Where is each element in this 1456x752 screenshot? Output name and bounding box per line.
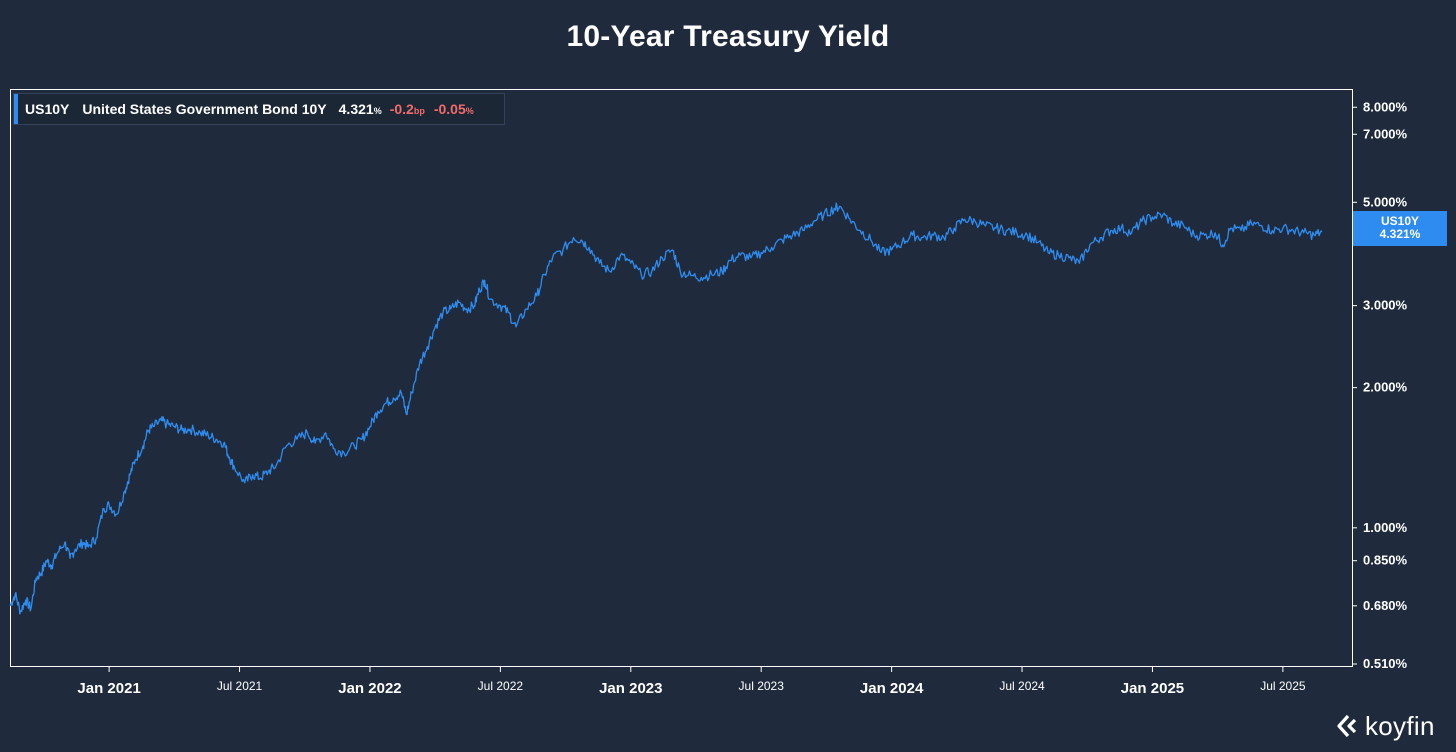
x-tick-label-9: Jul 2025 [1260,679,1306,693]
last-price-value: 4.321% [1379,227,1421,241]
legend-change-bp-number: -0.2 [389,101,414,117]
y-tick-label-2: 5.000% [1363,194,1408,209]
x-tick-label-6: Jan 2024 [860,680,924,697]
x-tick-label-4: Jan 2023 [599,680,662,697]
legend-value: 4.321% [339,101,382,117]
legend-pct-unit: % [465,106,474,116]
legend-change-pct-number: -0.05 [433,101,466,117]
brand-name: koyfin [1365,710,1435,741]
x-tick-label-8: Jan 2025 [1121,680,1184,697]
brand-logo: koyfin [1337,708,1435,744]
y-tick-label-4: 2.000% [1363,380,1408,395]
x-tick-label-3: Jul 2022 [478,679,524,693]
legend-ticker: US10Y [25,101,70,117]
legend-change-pct: -0.05% [434,101,474,117]
y-tick-label-7: 0.680% [1363,598,1408,613]
y-tick-label-5: 1.000% [1363,520,1408,535]
legend-bp-unit: bp [413,106,425,116]
x-tick-label-2: Jan 2022 [338,680,401,697]
legend-box[interactable]: US10Y United States Government Bond 10Y … [13,93,505,125]
legend-series-name: United States Government Bond 10Y [82,101,327,117]
legend-value-number: 4.321 [338,101,374,117]
y-tick-label-0: 8.000% [1363,99,1408,114]
y-tick-label-6: 0.850% [1363,553,1408,568]
chart-title: 10-Year Treasury Yield [566,20,890,53]
last-price-ticker: US10Y [1380,214,1420,228]
y-tick-label-8: 0.510% [1363,656,1408,671]
y-tick-label-1: 7.000% [1363,126,1408,141]
legend-change-bp: -0.2bp [390,101,425,117]
x-tick-label-7: Jul 2024 [999,679,1045,693]
x-tick-label-5: Jul 2023 [739,679,785,693]
y-axis: 8.000% 7.000% 5.000% 3.000% 2.000% 1.000% 0.85… [1352,99,1408,671]
x-axis: Jan 2021 Jul 2021 Jan 2022 Jul 2022 Jan 2023… [77,666,1306,697]
koyfin-logo-icon [1337,714,1357,738]
last-price-badge: US10Y 4.321% [1353,211,1447,246]
legend-value-unit: % [373,106,382,116]
legend-accent [14,94,18,124]
x-tick-label-0: Jan 2021 [77,680,140,697]
plot-frame [10,89,1353,667]
y-tick-label-3: 3.000% [1363,298,1408,313]
series-line-us10y[interactable] [9,202,1323,615]
x-tick-label-1: Jul 2021 [217,679,263,693]
